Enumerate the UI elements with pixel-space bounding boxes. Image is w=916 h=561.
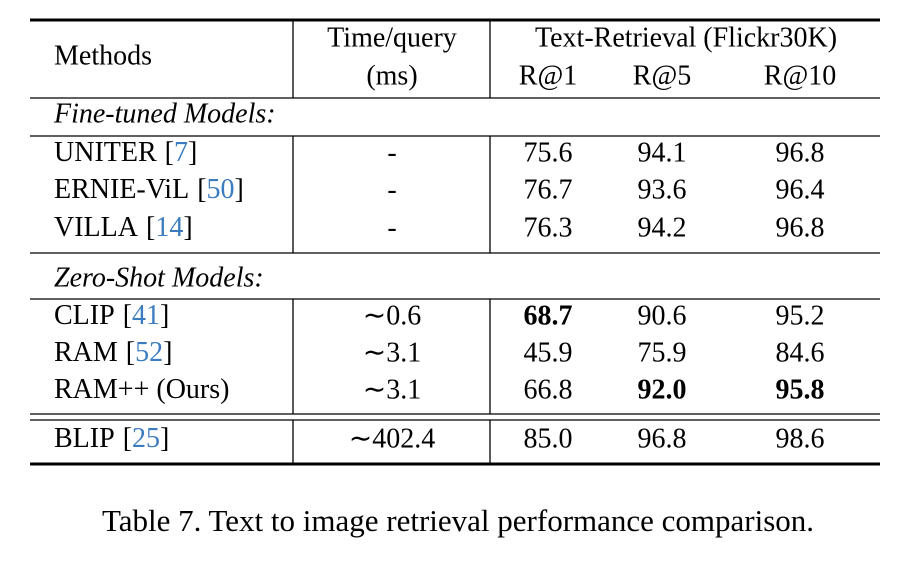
method: RAM++ (Ours): [54, 374, 229, 405]
citation-part: [: [165, 137, 174, 168]
score-cell: 85.0: [524, 423, 573, 454]
citation-part: ]: [188, 137, 197, 168]
section-label: Zero-Shot Models:: [54, 262, 264, 293]
score-cell: 96.8: [776, 212, 825, 243]
method: RAM: [54, 337, 118, 368]
header-methods: Methods: [54, 40, 152, 71]
citation: [7]: [165, 137, 198, 168]
citation-part: ]: [183, 212, 192, 243]
citation-part: ]: [160, 300, 169, 331]
score-cell: 95.2: [776, 300, 825, 331]
header-metric: R@5: [633, 60, 691, 91]
score-cell: 45.9: [524, 337, 573, 368]
score-cell: 92.0: [638, 374, 687, 405]
score-cell: 90.6: [638, 300, 687, 331]
citation-part: 14: [155, 212, 183, 243]
header-time: Time/query: [327, 22, 457, 53]
citation-part: [: [146, 212, 155, 243]
citation-part: 41: [132, 300, 160, 331]
score-cell: 94.2: [638, 212, 687, 243]
citation-part: 25: [132, 423, 160, 454]
citation-part: ]: [160, 423, 169, 454]
method-name: VILLA [14]: [54, 212, 193, 243]
score-cell: 96.8: [776, 137, 825, 168]
score-cell: 95.8: [776, 374, 825, 405]
score-cell: 66.8: [524, 374, 573, 405]
time-cell: -: [387, 137, 396, 168]
score-cell: 76.7: [524, 174, 573, 205]
method: BLIP: [54, 423, 115, 454]
method: CLIP: [54, 300, 115, 331]
method: ERNIE-ViL: [54, 174, 189, 205]
method: VILLA: [54, 212, 139, 243]
time-cell: -: [387, 212, 396, 243]
method-name: UNITER [7]: [54, 137, 197, 168]
section-label: Fine-tuned Models:: [53, 98, 276, 129]
header-group: Text-Retrieval (Flickr30K): [535, 22, 837, 53]
score-cell: 93.6: [638, 174, 687, 205]
citation-part: [: [123, 300, 132, 331]
score-cell: 75.6: [524, 137, 573, 168]
time-cell: ∼3.1: [363, 337, 421, 368]
method-name: BLIP [25]: [54, 423, 169, 454]
citation-part: [: [123, 423, 132, 454]
method-name: CLIP [41]: [54, 300, 169, 331]
method-name: ERNIE-ViL [50]: [54, 174, 244, 205]
method-name: RAM [52]: [54, 337, 172, 368]
citation: [41]: [123, 300, 170, 331]
header-metric: R@1: [519, 60, 577, 91]
time-cell: -: [387, 174, 396, 205]
citation-part: ]: [163, 337, 172, 368]
citation-part: ]: [235, 174, 244, 205]
citation: [50]: [197, 174, 244, 205]
header-metric: R@10: [764, 60, 836, 91]
score-cell: 84.6: [776, 337, 825, 368]
score-cell: 68.7: [524, 300, 573, 331]
method: UNITER: [54, 137, 157, 168]
citation-part: 50: [207, 174, 235, 205]
caption: Table 7. Text to image retrieval perform…: [102, 503, 814, 538]
citation-part: 52: [135, 337, 163, 368]
citation-part: [: [126, 337, 135, 368]
citation: [14]: [146, 212, 193, 243]
citation: [25]: [123, 423, 170, 454]
score-cell: 75.9: [638, 337, 687, 368]
method-name: RAM++ (Ours): [54, 374, 229, 405]
citation: [52]: [126, 337, 173, 368]
time-cell: ∼402.4: [349, 423, 435, 454]
citation-part: 7: [174, 137, 188, 168]
score-cell: 98.6: [776, 423, 825, 454]
score-cell: 94.1: [638, 137, 687, 168]
time-cell: ∼3.1: [363, 374, 421, 405]
time-cell: ∼0.6: [363, 300, 421, 331]
score-cell: 76.3: [524, 212, 573, 243]
citation-part: [: [197, 174, 206, 205]
header-time-unit: (ms): [366, 60, 417, 91]
score-cell: 96.8: [638, 423, 687, 454]
score-cell: 96.4: [776, 174, 825, 205]
